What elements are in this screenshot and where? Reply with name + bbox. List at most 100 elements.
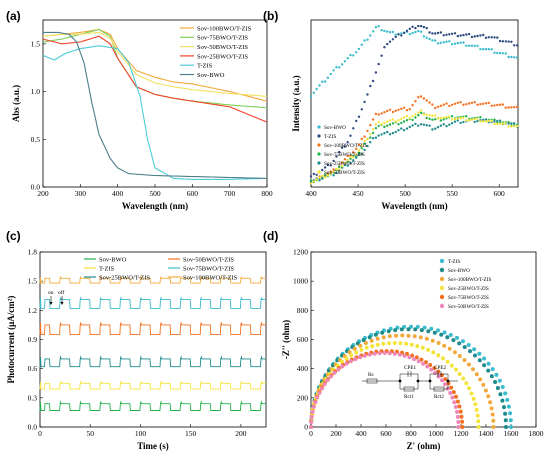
data-point-d-0 [500,385,505,389]
data-point-d-3 [473,402,478,407]
equivalent-circuit-inset [362,371,458,392]
data-point-d-2 [478,377,483,382]
data-point-d-1 [373,332,378,337]
data-point-b-2 [400,107,403,111]
data-point-b-3 [369,136,372,139]
data-point-b-2 [329,170,332,173]
data-point-b-2 [369,124,372,127]
data-point-b-4 [473,120,476,124]
data-point-b-1 [338,150,341,154]
data-point-b-5 [496,122,499,126]
data-point-b-2 [448,104,451,108]
data-point-b-0 [352,54,355,57]
x-tick-label: 1600 [504,429,519,438]
data-point-d-1 [426,329,431,334]
data-point-d-2 [436,341,441,345]
data-point-b-0 [371,30,375,33]
data-point-b-1 [383,46,386,49]
data-point-b-0 [479,48,482,51]
data-point-b-2 [493,104,496,107]
y-tick-label: 0.5 [31,135,41,144]
data-point-b-5 [465,119,468,122]
data-point-d-2 [412,334,417,339]
data-point-b-4 [456,119,459,122]
data-point-b-3 [419,111,423,115]
data-point-b-1 [487,36,490,39]
data-point-b-0 [476,44,479,47]
data-point-b-2 [340,161,344,164]
data-point-d-4 [457,404,462,409]
data-point-b-2 [414,100,417,103]
data-point-d-5 [440,378,444,383]
data-point-b-3 [338,165,341,169]
legend-label-c-3: Sov-75BWO/T-ZIS [183,265,234,272]
data-point-b-2 [465,103,468,106]
data-point-d-3 [398,341,403,346]
data-point-b-1 [442,34,445,37]
x-tick-label: 500 [399,189,411,198]
data-point-d-2 [457,354,462,358]
legend-marker-b-5 [317,170,321,174]
data-point-d-2 [491,425,496,429]
data-point-d-1 [413,327,418,332]
data-point-b-2 [374,112,378,116]
legend-label-c-1: Sov-50BWO/T-ZIS [183,256,234,263]
x-tick-label: 150 [185,429,197,438]
data-point-b-1 [431,32,434,35]
data-point-d-5 [382,351,387,355]
data-point-b-5 [366,137,369,141]
x-tick-label: 100 [135,429,147,438]
data-point-d-0 [429,326,434,331]
data-point-d-5 [443,382,447,387]
data-point-b-4 [411,124,414,127]
data-point-b-3 [374,127,378,130]
circuit-rct1-label: Rct1 [404,394,414,400]
data-point-b-4 [394,130,397,134]
plot-frame [310,19,519,188]
data-point-b-0 [473,44,476,47]
data-point-b-5 [352,156,355,159]
data-point-b-0 [377,25,380,28]
data-point-d-3 [476,425,481,429]
data-point-b-5 [377,120,380,124]
data-point-d-5 [456,420,461,424]
data-point-b-1 [309,175,313,178]
data-point-d-2 [418,335,423,340]
data-point-b-2 [383,111,386,114]
legend-label-a-1: Sov-75BWO/T-ZIS [197,35,248,42]
data-point-d-2 [369,338,374,343]
data-point-b-4 [445,124,448,128]
legend-marker-d-0 [439,258,445,264]
data-point-b-1 [360,108,363,111]
data-point-b-1 [419,24,423,28]
x-tick-label: 400 [355,429,367,438]
data-point-d-1 [406,327,411,332]
data-point-b-4 [321,177,324,180]
data-point-d-2 [462,358,467,363]
legend-label-a-4: T-ZIS [197,63,213,70]
data-point-b-4 [453,120,457,123]
x-tick-label: 200 [37,189,49,198]
data-point-b-2 [510,106,513,109]
data-point-d-4 [460,425,465,429]
data-point-b-1 [343,145,347,148]
y-tick-label: 1.5 [28,277,38,286]
data-point-d-1 [445,335,450,340]
data-point-b-5 [400,117,403,121]
data-point-b-0 [309,95,313,98]
data-point-b-0 [493,51,496,54]
series-line-c-4 [39,355,266,368]
data-point-b-5 [363,139,366,142]
data-point-b-0 [411,31,414,35]
series-line-c-0 [39,400,266,411]
data-point-b-5 [371,128,375,131]
data-point-b-0 [434,39,437,42]
y-tick-label: 800 [297,306,309,315]
data-point-b-5 [340,165,344,168]
rct1-resistor [403,386,415,392]
data-point-d-3 [441,356,445,361]
x-axis-label: Z' (ohm) [407,441,441,451]
data-point-b-2 [434,106,437,110]
data-point-b-0 [318,84,321,87]
data-point-d-2 [491,418,496,423]
